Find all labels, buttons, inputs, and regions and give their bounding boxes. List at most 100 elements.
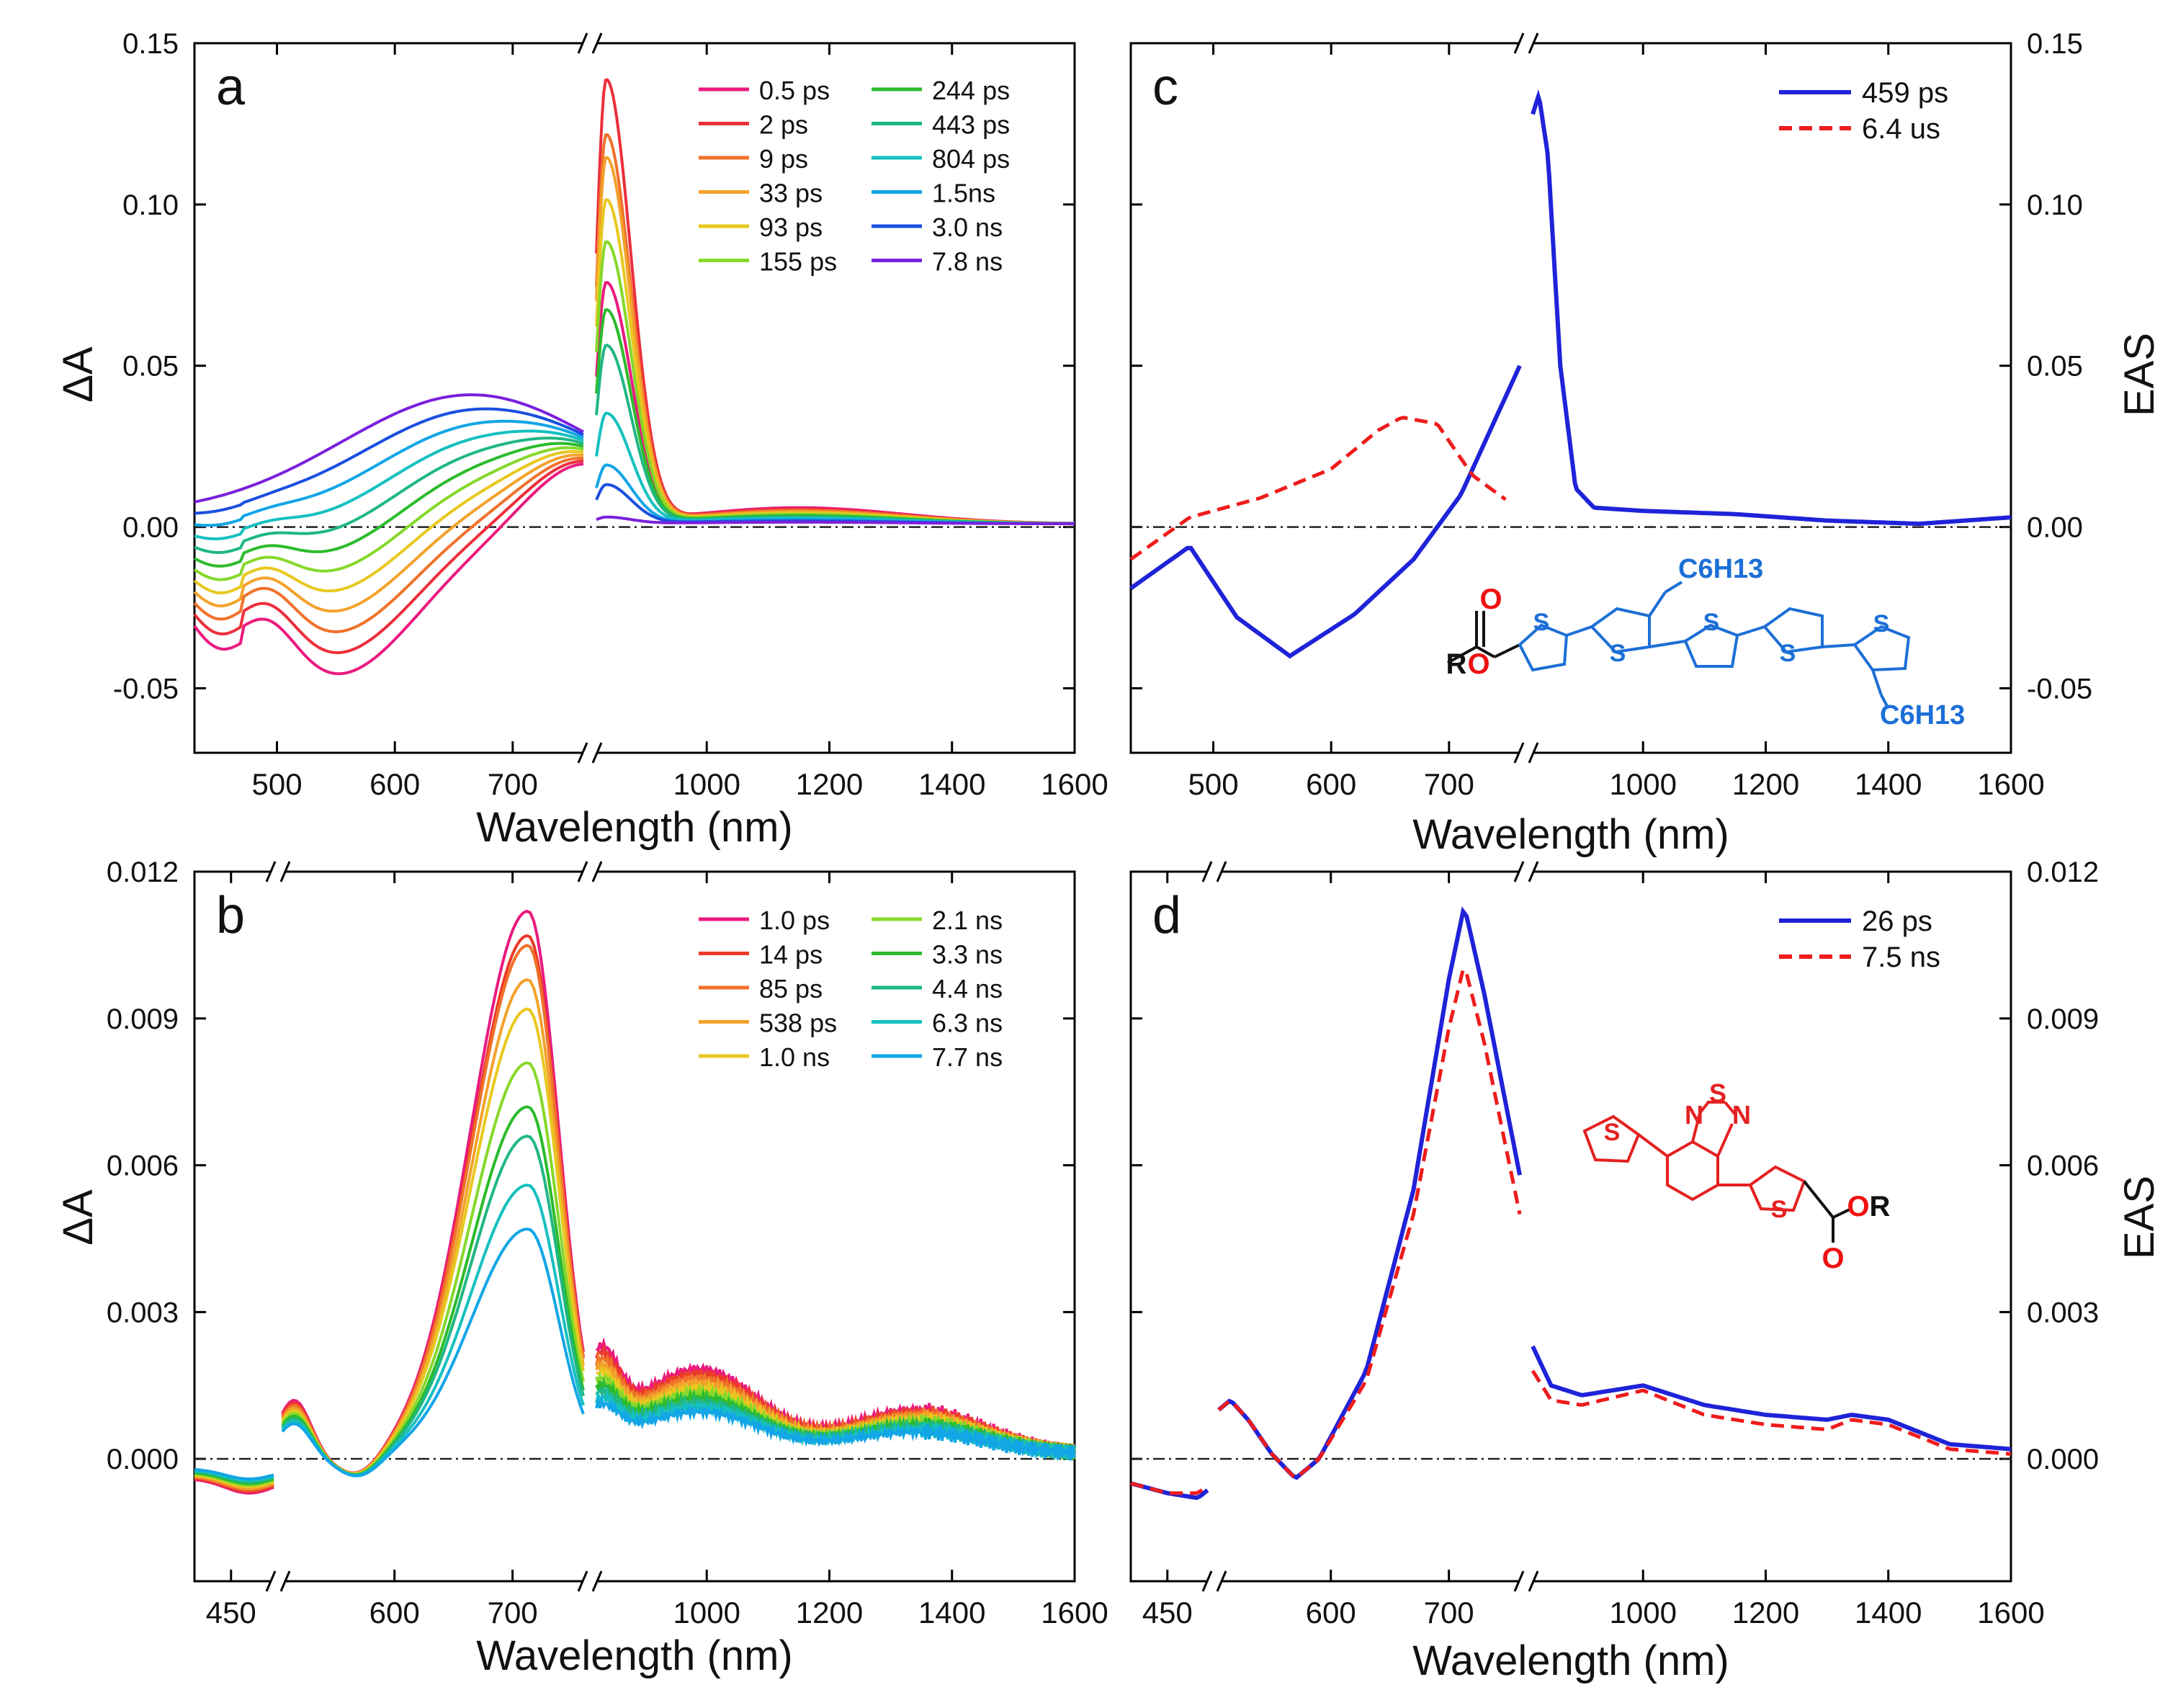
x-tick-label: 700 [488,1596,538,1629]
legend-label: 7.7 ns [932,1042,1003,1072]
panel-c-frame [1129,42,2012,754]
panel-a-series-7.8ns [194,393,1075,525]
panel-a-ylabel: ΔA [55,346,102,403]
legend-label: 93 ps [759,213,823,242]
legend-label: 9 ps [759,144,808,174]
x-tick-label: 1200 [796,767,863,801]
y-tick-label: 0.00 [2027,512,2083,544]
axis-break-mark [591,1570,603,1592]
x-tick-label: 450 [206,1596,256,1629]
panel-b-frame [193,870,1076,1583]
x-tick-label: 500 [1188,767,1239,801]
molecule-c-carbonyl-o: O [1479,584,1502,615]
panel-a-xlabel: Wavelength (nm) [476,804,792,851]
panel-c-xlabel: Wavelength (nm) [1412,811,1729,858]
axis-break-gap [272,862,284,882]
panel-letter-c: c [1152,58,1178,116]
x-tick-label: 600 [369,767,420,801]
axis-break-mark [1513,1570,1525,1592]
molecule-c-sub-top: C6H13 [1678,554,1763,584]
panel-c-series-6.4us [1129,416,1507,561]
y-tick-label: 0.15 [2027,28,2083,60]
legend-label: 1.0 ps [759,906,830,935]
panel-d-series-7.5ns [1130,965,2012,1495]
y-tick-label: 0.000 [107,1444,179,1475]
panel-letter-d: d [1152,887,1181,944]
axis-break-mark [1528,861,1539,882]
axis-break-mark [1528,742,1539,764]
panel-b-series-7.7ns [194,1228,1076,1481]
panel-d-series-26ps [1130,906,2012,1501]
panel-d-frame [1129,870,2012,1583]
x-tick-label: 700 [488,767,538,801]
panel-b-plot: 0.012 0.009 0.006 0.003 0.000 450 600 700 1000 12… [107,857,1108,1629]
x-tick-label: 1000 [1610,767,1677,801]
axis-break-mark [577,1570,588,1592]
legend-label: 7.8 ns [932,247,1003,277]
molecule-d-s-top: S [1709,1078,1726,1108]
legend-label: 33 ps [759,179,823,208]
legend-label: 6.3 ns [932,1009,1003,1038]
axis-break-mark [577,861,588,882]
x-tick-label: 500 [252,767,303,801]
x-tick-label: 450 [1142,1596,1193,1629]
legend-label: 244 ps [932,76,1010,105]
legend-label: 443 ps [932,110,1010,140]
x-tick-label: 1600 [1041,767,1108,801]
axis-break-mark [591,742,603,764]
axis-break-mark [279,1570,291,1592]
axis-break-gap [583,862,596,882]
legend-label: 3.3 ns [932,940,1003,970]
molecule-d-s-left: S [1604,1119,1621,1146]
legend-label: 6.4 us [1862,113,1940,145]
legend-label: 14 ps [759,940,823,970]
panel-letter-b: b [216,887,245,944]
axis-break-mark [1513,861,1525,882]
axis-break-mark [577,742,588,764]
axis-break-mark [265,1570,277,1592]
molecule-c-ester-o: O [1467,648,1489,680]
axis-break-mark [1513,742,1525,764]
legend-label: 459 ps [1862,77,1948,109]
x-tick-label: 600 [1306,1596,1356,1629]
x-tick-label: 1400 [1855,1596,1922,1629]
y-tick-label: 0.10 [122,189,179,221]
axis-break-gap [583,33,596,53]
molecule-d-s-right: S [1771,1196,1788,1223]
axis-break-gap [1520,1571,1533,1591]
y-tick-label: 0.006 [2027,1150,2099,1182]
x-tick-label: 1000 [673,767,740,801]
legend-label: 3.0 ns [932,213,1003,242]
y-tick-label: -0.05 [113,673,179,705]
y-tick-label: 0.009 [107,1003,179,1035]
molecule-c-s5: S [1873,610,1890,638]
panel-d-xlabel: Wavelength (nm) [1412,1637,1729,1684]
legend-label: 2 ps [759,110,808,140]
x-tick-label: 1600 [1977,1596,2044,1629]
molecule-c-r: R [1446,648,1467,680]
x-tick-label: 600 [369,1596,420,1629]
legend-label: 1.0 ns [759,1042,830,1072]
axis-break-mark [279,861,291,882]
x-tick-label: 600 [1306,767,1356,801]
x-tick-label: 1200 [1732,1596,1799,1629]
x-tick-label: 1600 [1977,767,2044,801]
axis-break-gap [272,1571,284,1591]
axis-break-mark [1513,32,1525,54]
panel-c-plot: 0.15 0.10 0.05 0.00 -0.05 500 600 700 1000 1200 14… [1129,28,2092,801]
y-tick-label: 0.05 [2027,351,2083,383]
panel-a-frame [193,42,1076,754]
x-tick-label: 700 [1424,767,1474,801]
legend-label: 2.1 ns [932,906,1003,935]
molecule-c-s3: S [1703,609,1720,636]
axis-break-mark [1216,1570,1227,1592]
legend-label: 0.5 ps [759,76,830,105]
panel-c-ylabel: EAS [2116,333,2163,416]
x-tick-label: 1200 [796,1596,863,1629]
molecule-d-ester-o: O [1847,1191,1869,1222]
y-tick-label: 0.15 [122,28,179,60]
x-tick-label: 1000 [673,1596,740,1629]
axis-break-gap [583,1571,596,1591]
y-tick-label: 0.012 [107,857,179,888]
